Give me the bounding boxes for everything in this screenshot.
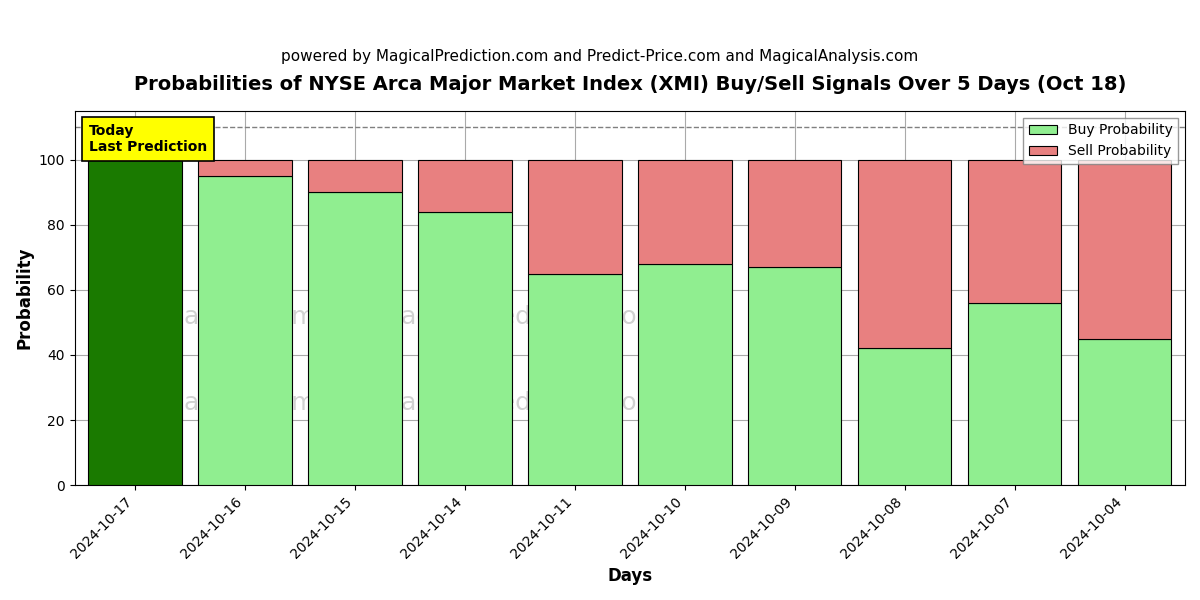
Bar — [748, 160, 841, 267]
Bar — [638, 264, 732, 485]
Bar — [748, 267, 841, 485]
Bar — [89, 160, 182, 485]
Bar — [1078, 160, 1171, 338]
Bar — [419, 212, 511, 485]
Bar — [968, 160, 1061, 303]
Bar — [858, 349, 952, 485]
Text: Today
Last Prediction: Today Last Prediction — [89, 124, 208, 154]
Bar — [528, 274, 622, 485]
Bar — [198, 160, 292, 176]
Bar — [968, 303, 1061, 485]
Bar — [308, 160, 402, 192]
Bar — [638, 160, 732, 264]
Bar — [528, 160, 622, 274]
Text: powered by MagicalPrediction.com and Predict-Price.com and MagicalAnalysis.com: powered by MagicalPrediction.com and Pre… — [281, 49, 919, 64]
Y-axis label: Probability: Probability — [16, 247, 34, 349]
Bar — [198, 176, 292, 485]
Legend: Buy Probability, Sell Probability: Buy Probability, Sell Probability — [1024, 118, 1178, 164]
Title: Probabilities of NYSE Arca Major Market Index (XMI) Buy/Sell Signals Over 5 Days: Probabilities of NYSE Arca Major Market … — [133, 75, 1126, 94]
Bar — [858, 160, 952, 349]
Bar — [1078, 338, 1171, 485]
Bar — [419, 160, 511, 212]
Text: calAnalysis.com   n   MagicalPrediction.com   n: calAnalysis.com n MagicalPrediction.com … — [115, 305, 701, 329]
Text: calAnalysis.com   n   MagicalPrediction.com   n: calAnalysis.com n MagicalPrediction.com … — [115, 391, 701, 415]
X-axis label: Days: Days — [607, 567, 653, 585]
Bar — [308, 192, 402, 485]
